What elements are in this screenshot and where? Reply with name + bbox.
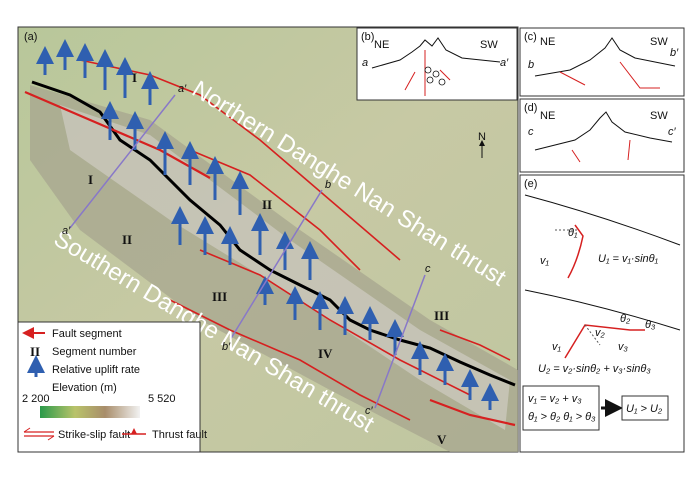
profile-label: a′ [178,83,187,95]
panel-e: (e) θ₁ v₁ U₁ = v₁·sinθ₁ θ₂ θ₃ v₂ v₃ v₁ U… [519,174,685,453]
panel-label: (e) [524,178,537,190]
profile-label: a′ [500,57,509,69]
velocity-label: v₃ [618,341,629,353]
direction-label: NE [540,36,555,48]
panel-b: (b) NE SW a a′ [356,27,518,101]
legend: Fault segment II Segment number Relative… [17,321,207,453]
legend-label: Elevation (m) [52,382,117,394]
uplift-arrows [36,39,499,410]
formula: U₂ = v₂·sinθ₂ + v₃·sinθ₃ [538,363,651,375]
panel-c: (c) NE SW b b′ [519,27,685,97]
panel-label: (b) [361,31,374,43]
faults [24,59,516,427]
angle-label: θ₂ [620,313,631,325]
direction-label: NE [540,110,555,122]
segment-number: II [262,197,272,212]
legend-label: 5 520 [148,393,176,405]
angle-label: θ₃ [645,319,656,331]
panel-label: (c) [524,31,537,43]
segment-number: III [212,289,227,304]
profile-label: c [528,126,534,138]
panel-d: (d) NE SW c c′ [519,98,685,173]
direction-label: SW [480,39,498,51]
legend-label: Fault segment [52,328,122,340]
direction-label: SW [650,110,668,122]
legend-label: 2 200 [22,393,50,405]
profile-label: c′ [668,126,677,138]
profile-label: c′ [365,405,374,417]
direction-label: NE [374,39,389,51]
profile-lines [69,94,426,409]
profile-label: c [425,263,431,275]
profile-label: b [325,179,331,191]
profile-label: b′ [670,47,679,59]
velocity-label: v₁ [540,255,550,267]
segment-number: II [122,232,132,247]
direction-label: SW [650,36,668,48]
result: U₁ > U₂ [626,403,663,415]
segment-number: I [88,172,93,187]
legend-symbol: II [30,344,40,359]
legend-label: Strike-slip fault [58,429,130,441]
legend-label: Thrust fault [152,429,207,441]
segment-number: IV [318,346,333,361]
panel-label: (d) [524,102,537,114]
profile-label: a [362,57,368,69]
segment-number: V [437,432,447,447]
legend-label: Relative uplift rate [52,364,140,376]
segment-number: III [434,308,449,323]
formula: U₁ = v₁·sinθ₁ [598,253,659,265]
profile-label: b [528,59,534,71]
condition: v₁ = v₂ + v₃ [528,393,582,405]
angle-label: θ₁ [568,227,578,239]
panel-label: (a) [24,31,37,43]
velocity-label: v₂ [595,327,606,339]
profile-label: a′ [62,225,71,237]
legend-label: Segment number [52,346,137,358]
north-arrow: N [478,131,486,143]
velocity-label: v₁ [552,341,562,353]
drainage-divide [31,80,516,387]
profile-label: b′ [222,341,231,353]
segment-number: I [132,70,137,85]
condition: θ₁ > θ₂ θ₁ > θ₃ [528,411,596,423]
